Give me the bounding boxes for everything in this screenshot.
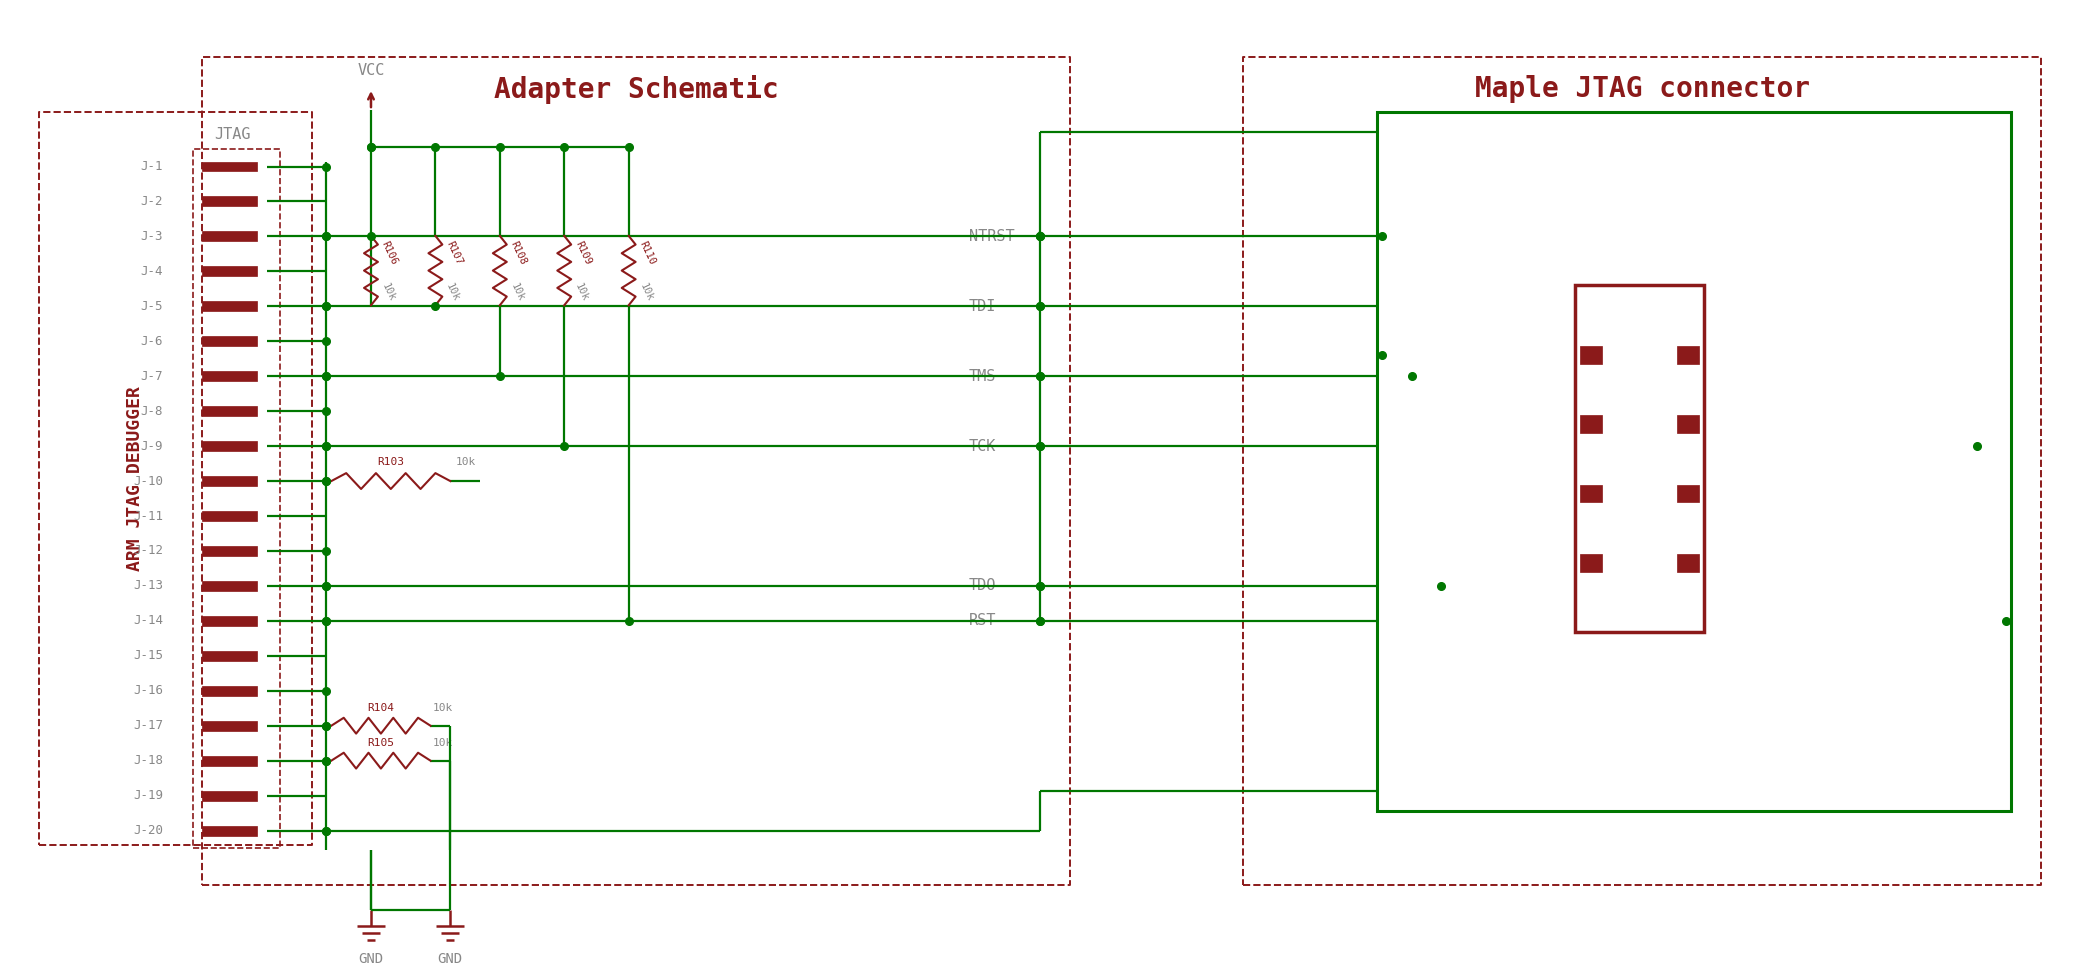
Text: 8: 8 [1561, 348, 1569, 362]
Text: J-19: J-19 [133, 789, 162, 802]
Text: J-15: J-15 [133, 650, 162, 662]
Text: GND: GND [438, 953, 463, 966]
Text: JTAG-TDI: JTAG-TDI [1758, 418, 1823, 431]
Text: VCC: VCC [1736, 148, 1763, 164]
Text: Maple JTAG connector: Maple JTAG connector [1474, 76, 1810, 104]
Text: TCK: TCK [969, 439, 996, 454]
Text: J-1: J-1 [141, 160, 162, 173]
Text: (top view): (top view) [1588, 115, 1696, 133]
Text: Adapter Schematic: Adapter Schematic [494, 76, 778, 105]
Text: 10k: 10k [380, 282, 397, 303]
Text: 5: 5 [1709, 417, 1717, 431]
Text: 10k: 10k [455, 457, 475, 468]
Text: 10k: 10k [432, 738, 453, 747]
Bar [1580, 485, 1603, 502]
Bar [203, 197, 257, 206]
Bar [1677, 554, 1698, 572]
Text: TMS: TMS [969, 369, 996, 383]
Text: J-6: J-6 [141, 335, 162, 348]
Bar [203, 721, 257, 731]
Text: 2: 2 [1561, 556, 1569, 570]
Text: GND: GND [359, 953, 384, 966]
Text: J-20: J-20 [133, 824, 162, 837]
Text: JTAG: JTAG [214, 127, 251, 142]
Bar [203, 162, 257, 171]
Text: J-7: J-7 [141, 370, 162, 382]
Bar [203, 650, 257, 661]
Text: 10k: 10k [509, 282, 525, 303]
Text: 10k: 10k [432, 703, 453, 712]
Bar [203, 266, 257, 276]
Text: 4: 4 [1561, 487, 1569, 500]
Bar [203, 441, 257, 451]
Text: R104: R104 [367, 703, 394, 712]
Bar [203, 791, 257, 801]
Text: J-9: J-9 [141, 439, 162, 453]
Text: JTAG-TDO: JTAG-TDO [1457, 487, 1520, 500]
Bar [203, 336, 257, 347]
Text: R105: R105 [367, 738, 394, 747]
Text: GND: GND [1532, 675, 1557, 689]
Bar [1677, 346, 1698, 364]
Bar [203, 407, 257, 416]
Bar [1677, 415, 1698, 433]
Text: 10k: 10k [444, 282, 461, 303]
Text: ARM JTAG DEBUGGER: ARM JTAG DEBUGGER [127, 386, 145, 571]
Bar [1376, 112, 2012, 811]
Text: J-10: J-10 [133, 474, 162, 488]
Text: J-16: J-16 [133, 684, 162, 697]
Text: RST: RST [969, 614, 996, 628]
Text: NTRST: NTRST [969, 228, 1015, 244]
Text: TDI: TDI [969, 299, 996, 314]
Bar [1580, 554, 1603, 572]
Bar [203, 685, 257, 696]
Bar [203, 546, 257, 556]
Bar [1677, 485, 1698, 502]
Bar [203, 231, 257, 241]
Text: R106: R106 [380, 239, 399, 266]
Text: R108: R108 [509, 239, 529, 266]
Text: J-18: J-18 [133, 754, 162, 768]
Text: 10k: 10k [637, 282, 654, 303]
Text: JTAG-TRST: JTAG-TRST [1758, 557, 1831, 569]
Text: 10k: 10k [573, 282, 590, 303]
Text: J-11: J-11 [133, 509, 162, 523]
Bar [203, 826, 257, 835]
Text: JTAG-TCK: JTAG-TCK [1758, 487, 1823, 500]
Bar [1576, 286, 1704, 632]
Text: J-12: J-12 [133, 544, 162, 558]
Bar [203, 476, 257, 486]
Text: J-14: J-14 [133, 615, 162, 627]
Bar [203, 616, 257, 625]
Text: R109: R109 [573, 239, 594, 266]
Text: R107: R107 [444, 239, 463, 266]
Text: JTAG: JTAG [1619, 256, 1659, 274]
Text: J-8: J-8 [141, 405, 162, 417]
Text: J-17: J-17 [133, 719, 162, 732]
Text: 6: 6 [1561, 417, 1569, 431]
Bar [203, 756, 257, 766]
Bar [1580, 415, 1603, 433]
Text: R110: R110 [637, 239, 658, 266]
Text: J-4: J-4 [141, 265, 162, 278]
Text: J-2: J-2 [141, 195, 162, 208]
Text: J-13: J-13 [133, 580, 162, 592]
Text: JTAG-TRST: JTAG-TRST [1449, 348, 1520, 361]
Bar [203, 581, 257, 590]
Text: 7: 7 [1709, 348, 1717, 362]
Text: 1: 1 [1709, 556, 1717, 570]
Text: R103: R103 [378, 457, 405, 468]
Bar [203, 372, 257, 381]
Bar [1580, 346, 1603, 364]
Text: J-5: J-5 [141, 300, 162, 313]
Bar [203, 511, 257, 521]
Text: JTAG-TMS: JTAG-TMS [1457, 418, 1520, 431]
Text: TDO: TDO [969, 579, 996, 593]
Bar [203, 301, 257, 312]
Text: 3: 3 [1709, 487, 1717, 500]
Text: VCC: VCC [357, 63, 384, 78]
Text: J-3: J-3 [141, 230, 162, 243]
